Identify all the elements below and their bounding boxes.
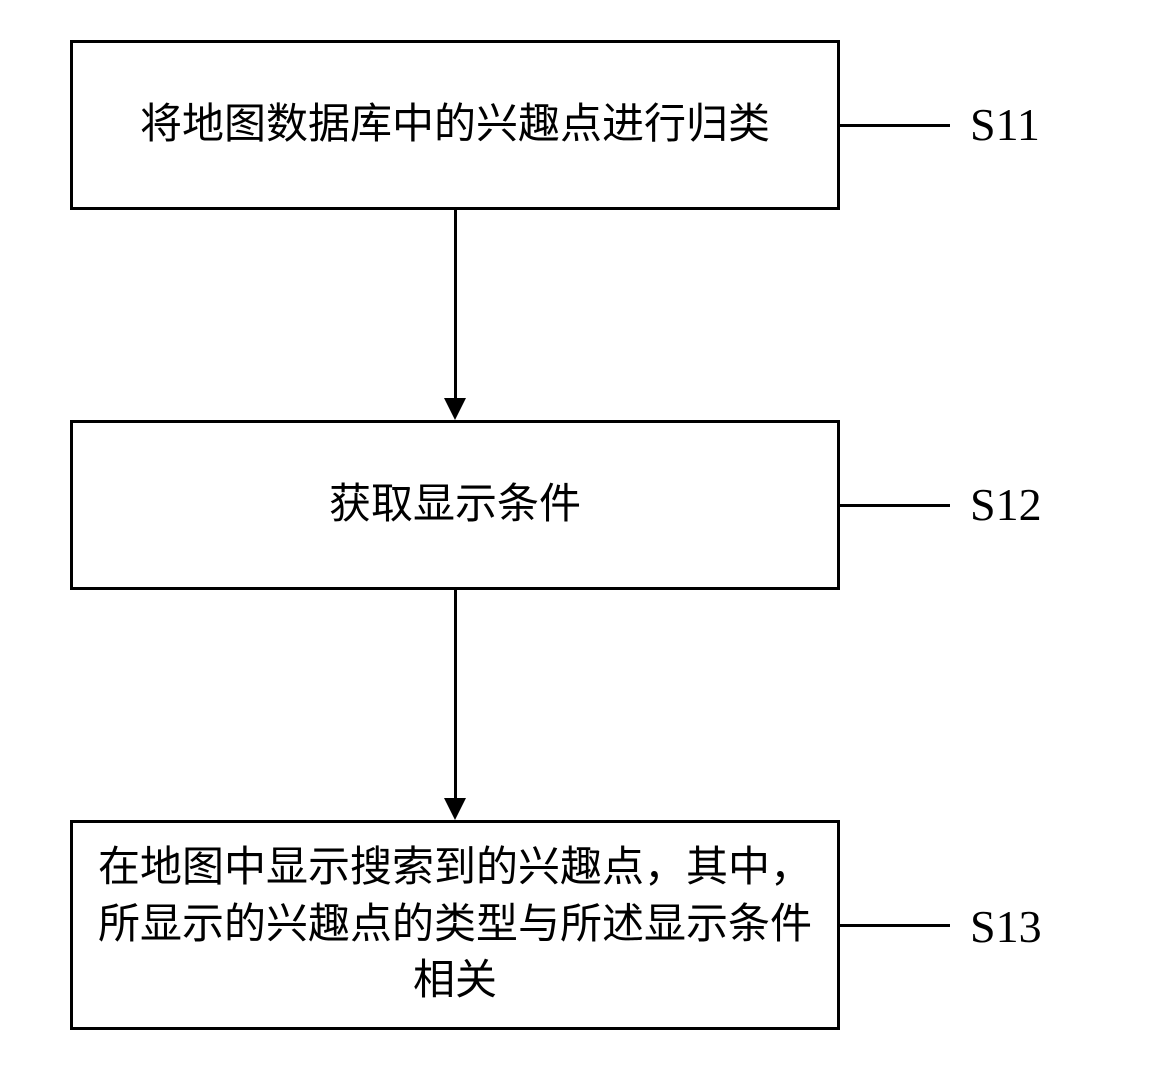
flow-node-1-label: S11 <box>970 98 1040 151</box>
flow-node-2-text: 获取显示条件 <box>329 477 581 534</box>
edge-2-3-head <box>444 798 466 820</box>
flow-node-1-tick <box>840 124 950 127</box>
edge-1-2-line <box>454 210 457 398</box>
edge-2-3-line <box>454 590 457 798</box>
flow-node-3-label: S13 <box>970 900 1042 953</box>
flow-node-2: 获取显示条件 <box>70 420 840 590</box>
flow-node-3-tick <box>840 924 950 927</box>
flow-node-2-tick <box>840 504 950 507</box>
flow-node-3-text: 在地图中显示搜索到的兴趣点，其中，所显示的兴趣点的类型与所述显示条件相关 <box>93 840 817 1010</box>
flow-node-1-text: 将地图数据库中的兴趣点进行归类 <box>140 97 770 154</box>
flow-node-2-label: S12 <box>970 478 1042 531</box>
flow-node-1: 将地图数据库中的兴趣点进行归类 <box>70 40 840 210</box>
edge-1-2-head <box>444 398 466 420</box>
flow-node-3: 在地图中显示搜索到的兴趣点，其中，所显示的兴趣点的类型与所述显示条件相关 <box>70 820 840 1030</box>
